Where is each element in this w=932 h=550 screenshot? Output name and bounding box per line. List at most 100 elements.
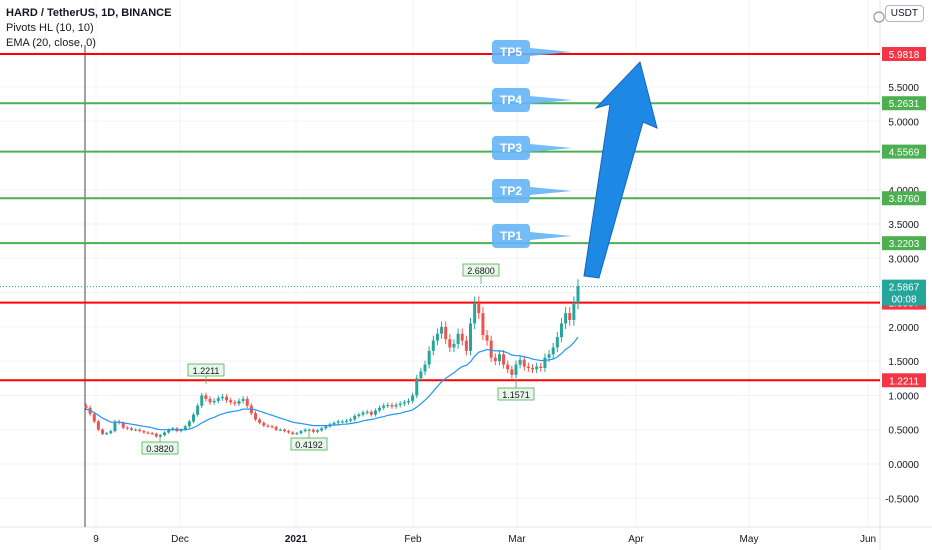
y-tick-label: -0.5000 (885, 494, 919, 505)
candle-body (241, 398, 245, 401)
candle-body (344, 420, 348, 422)
candle-body (237, 400, 241, 404)
candle-body (332, 422, 336, 425)
take-profit-callout: TP1 (492, 224, 572, 248)
candle-body (200, 395, 204, 406)
x-tick-label: 2021 (285, 534, 308, 545)
take-profit-label: TP2 (500, 184, 522, 198)
candle-body (555, 337, 559, 348)
pivot-label-text: 1.2211 (193, 366, 220, 376)
candle-body (568, 313, 572, 321)
candle-body (522, 359, 526, 367)
grid (0, 0, 880, 527)
y-tick-label: 3.5000 (888, 220, 919, 231)
candle-body (113, 421, 117, 432)
candle-body (245, 398, 249, 406)
level-price-label: 1.2211 (889, 376, 919, 387)
candle-body (179, 429, 183, 432)
candle-body (324, 426, 328, 429)
y-tick-label: 5.5000 (888, 83, 919, 94)
level-price-label: 5.9818 (889, 50, 920, 61)
x-tick-label: Mar (508, 534, 526, 545)
candle-body (303, 429, 307, 432)
level-price-label: 5.2631 (889, 99, 920, 110)
candle-body (431, 340, 435, 351)
candle-body (448, 339, 452, 348)
y-tick-label: 2.0000 (888, 323, 919, 334)
candle-body (386, 405, 390, 407)
y-tick-label: 1.0000 (888, 391, 919, 402)
level-price-tag (882, 236, 926, 251)
pivot-high-marker: 1.2211 (187, 363, 225, 384)
candle-body (134, 429, 138, 431)
candle-body (96, 421, 100, 430)
candle-body (493, 357, 497, 362)
candle-body (270, 426, 274, 428)
candle-body (440, 326, 444, 334)
candle-body (105, 433, 109, 435)
ema-indicator-label: EMA (20, close, 0) (6, 37, 96, 49)
candle-body (316, 430, 320, 432)
candle-body (485, 335, 489, 341)
target-up-arrow (583, 61, 658, 279)
pivot-label-text: 0.3820 (146, 444, 174, 454)
candle-body (220, 396, 224, 399)
candle-body (506, 364, 510, 370)
x-tick-label: Feb (404, 534, 422, 545)
candle-body (489, 340, 493, 358)
candle-body (452, 344, 456, 348)
candle-body (526, 366, 530, 369)
candle-body (531, 368, 535, 370)
take-profit-callout: TP5 (492, 40, 572, 64)
chart-settings-icon[interactable] (872, 10, 886, 24)
level-price-tag (882, 373, 926, 388)
candle-body (477, 302, 481, 314)
candle-body (225, 396, 229, 401)
chart-legend: HARD / TetherUS, 1D, BINANCE Pivots HL (… (6, 6, 171, 51)
candle-body (543, 357, 547, 369)
candle-body (171, 428, 175, 430)
candle-body (365, 411, 369, 413)
pivot-low-marker: 0.3820 (141, 434, 179, 455)
candle-body (406, 400, 410, 403)
x-tick-label: 9 (93, 534, 99, 545)
y-tick-label: 1.5000 (888, 357, 919, 368)
candle-body (92, 413, 96, 422)
candle-body (254, 413, 258, 420)
candle-body (311, 429, 315, 432)
level-price-label: 3.2203 (889, 239, 920, 250)
x-tick-label: May (740, 534, 759, 545)
candle-body (564, 313, 568, 324)
candle-body (481, 313, 485, 336)
candle-body (233, 402, 237, 404)
pivot-low-marker: 0.4192 (290, 430, 328, 451)
candle-body (357, 414, 361, 417)
candle-body (191, 414, 195, 422)
candle-body (229, 400, 233, 403)
candle-body (460, 333, 464, 341)
last-price-label: 2.5867 (889, 283, 920, 294)
candle-body (258, 419, 262, 423)
candle-body (295, 433, 299, 435)
pivot-label-text: 0.4192 (295, 440, 323, 450)
take-profit-callout: TP2 (492, 179, 572, 203)
candle-body (394, 405, 398, 407)
candle-body (129, 428, 133, 430)
candle-body (278, 429, 282, 431)
candle-body (510, 369, 514, 375)
candle-body (158, 435, 162, 437)
pivot-high-marker: 2.6800 (462, 263, 500, 284)
currency-badge[interactable]: USDT (884, 5, 924, 22)
candle-body (84, 405, 88, 408)
candle-body (411, 395, 415, 401)
take-profit-bubble (492, 40, 572, 64)
candle-body (146, 432, 150, 434)
x-tick-label: Jun (860, 534, 876, 545)
candle-body (572, 302, 576, 321)
candle-body (539, 366, 543, 369)
take-profit-bubble (492, 224, 572, 248)
candle-body (101, 429, 105, 434)
candle-body (282, 429, 286, 432)
candle-body (473, 302, 477, 324)
